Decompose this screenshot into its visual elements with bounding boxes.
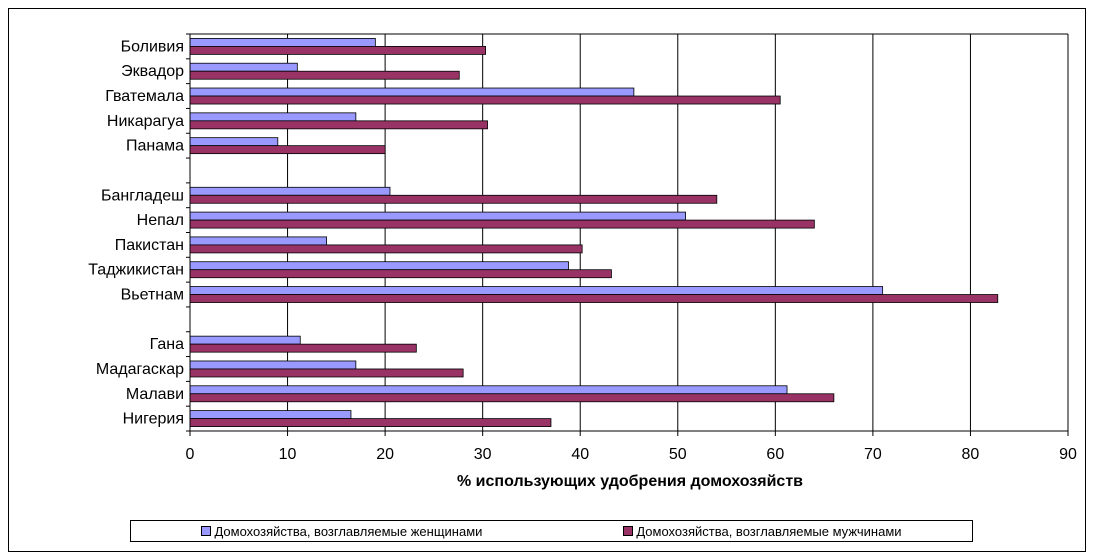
category-label: Эквадор [121,63,184,80]
bar-female [189,112,357,122]
x-tick-label: 50 [669,446,687,463]
legend-item-male: Домохозяйства, возглавляемые мужчинами [623,523,902,539]
bar-female [189,261,569,271]
x-tick-label: 0 [186,446,195,463]
bar-male [189,70,460,80]
bar-female [189,286,884,295]
category-label: Малави [126,386,184,403]
bar-male [189,120,488,130]
bar-female [189,335,301,345]
bars [189,38,999,427]
legend: Домохозяйства, возглавляемые женщинами Д… [130,520,973,542]
x-axis-title: % использующих удобрения домохозяйств [457,473,803,490]
x-tick-label: 90 [1059,446,1077,463]
bar-male [189,368,464,378]
x-tick-label: 40 [571,446,589,463]
bar-male [189,145,386,155]
category-label: Вьетнам [121,287,184,304]
bar-male [189,46,486,55]
category-label: Мадагаскар [96,361,184,378]
x-tick-label: 70 [864,446,882,463]
bar-female [189,38,376,47]
bar-female [189,410,352,419]
category-label: Никарагуа [107,113,184,130]
legend-swatch-male [623,526,634,536]
x-tick-label: 60 [766,446,784,463]
bar-male [189,343,417,353]
bar-male [189,393,835,403]
bar-male [189,244,583,254]
category-label: Пакистан [115,237,184,254]
bar-male [189,219,815,229]
x-tick-label: 10 [279,446,297,463]
x-tick-label: 30 [474,446,492,463]
legend-label-male: Домохозяйства, возглавляемые мужчинами [636,523,902,539]
category-label: Непал [137,212,184,229]
category-label: Нигерия [123,411,184,428]
category-label: Панама [126,138,184,155]
category-label: Таджикистан [88,262,184,279]
bar-male [189,269,612,279]
x-tick-label: 20 [376,446,394,463]
bar-male [189,418,552,427]
category-label: Боливия [121,38,184,55]
category-label: Бангладеш [101,187,184,204]
bar-female [189,186,391,196]
bar-female [189,137,279,147]
axes [186,33,1069,436]
legend-swatch-female [201,526,212,536]
bar-female [189,385,788,395]
bar-female [189,62,298,72]
legend-item-female: Домохозяйства, возглавляемые женщинами [201,524,482,539]
bar-male [189,194,718,204]
category-label: Гана [150,336,185,353]
bar-male [189,294,999,303]
labels: 0 10 20 30 40 50 60 70 80 90 Боливия Эквадор Гватема… [88,38,1077,463]
legend-label-female: Домохозяйства, возглавляемые женщинами [214,523,483,539]
category-label: Гватемала [105,88,184,105]
bar-female [189,87,635,97]
bar-female [189,236,327,246]
x-tick-label: 80 [962,446,980,463]
bar-female [189,211,686,221]
bar-male [189,95,781,105]
bar-female [189,360,357,370]
